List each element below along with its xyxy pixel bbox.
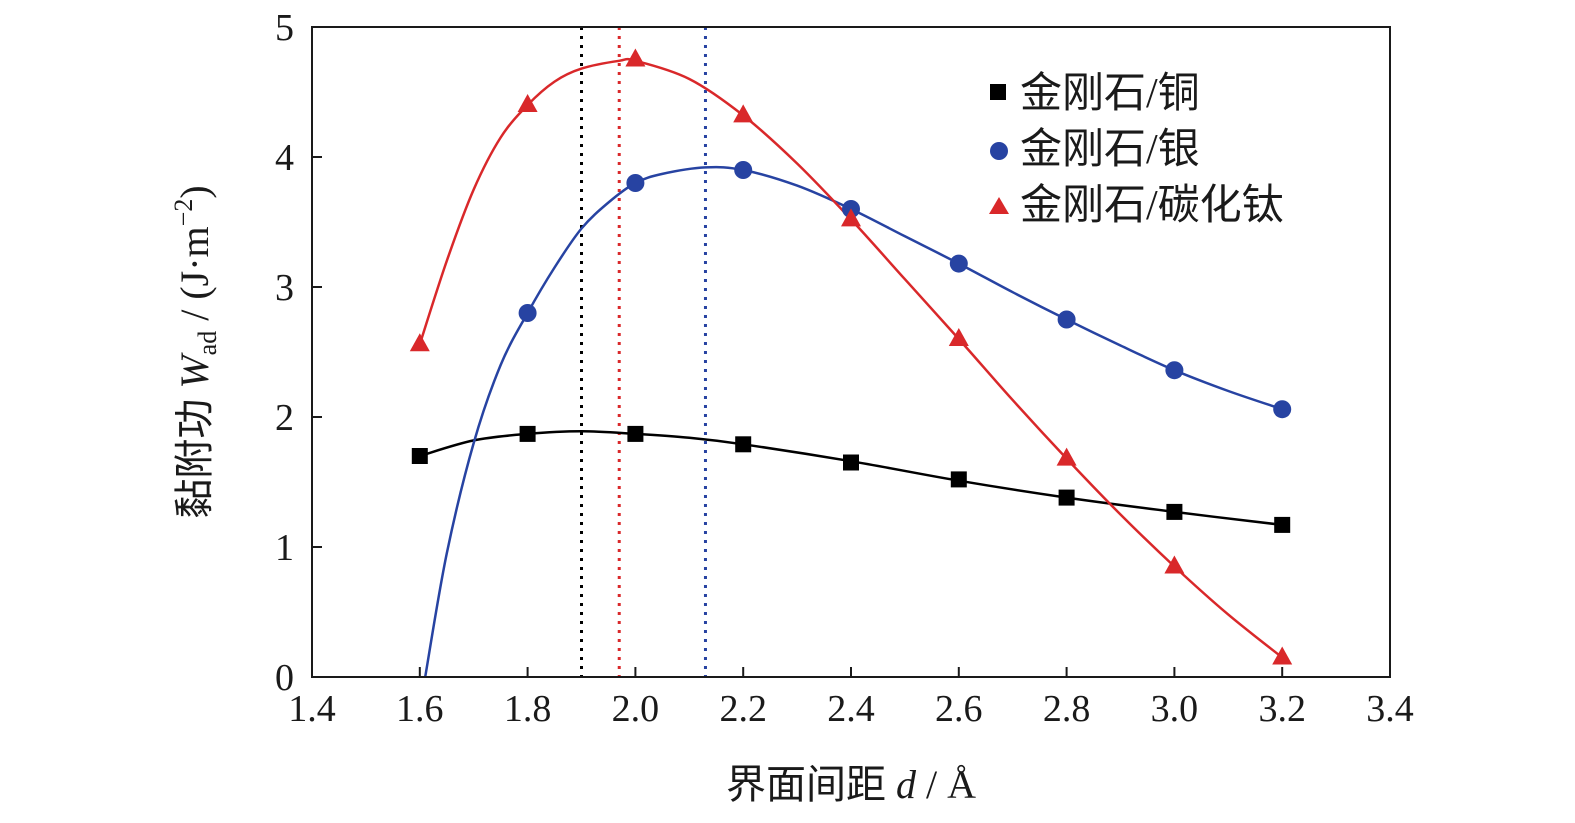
data-point-titanium-carbide (1164, 555, 1185, 574)
x-axis-label: 界面间距 d / Å (726, 762, 976, 807)
legend-triangle-marker (989, 197, 1009, 214)
data-point-titanium-carbide (1056, 447, 1077, 466)
data-point-copper (1058, 489, 1075, 506)
legend-circle-marker (990, 142, 1008, 160)
x-tick-label: 3.4 (1366, 688, 1414, 730)
legend-item-titanium-carbide: 金刚石/碳化钛 (989, 182, 1284, 229)
y-axis-ticks: 0 1 2 3 4 5 (275, 7, 322, 699)
legend-label-titanium-carbide: 金刚石/碳化钛 (1020, 182, 1284, 229)
x-tick-label: 2.6 (935, 688, 983, 730)
x-tick-label: 2.4 (827, 688, 875, 730)
data-point-copper (1166, 503, 1183, 520)
x-tick-label: 1.8 (504, 688, 552, 730)
data-point-copper (843, 454, 859, 471)
data-point-copper (735, 436, 752, 453)
x-tick-label: 2.8 (1043, 688, 1091, 730)
legend-item-silver: 金刚石/银 (990, 126, 1200, 173)
peak-lines (580, 27, 707, 677)
data-point-copper (1274, 516, 1291, 533)
y-tick-label: 5 (275, 7, 294, 49)
data-point-titanium-carbide (409, 333, 430, 352)
y-tick-label: 3 (275, 267, 294, 309)
legend: 金刚石/铜 金刚石/银 金刚石/碳化钛 (989, 70, 1284, 229)
data-point-copper (627, 425, 644, 442)
data-point-titanium-carbide (517, 94, 538, 112)
legend-label-copper: 金刚石/铜 (1020, 70, 1200, 117)
series-line-titanium-carbide (418, 57, 1283, 659)
x-tick-label: 3.0 (1151, 688, 1199, 730)
data-point-silver (949, 254, 968, 273)
x-tick-label: 3.2 (1258, 688, 1306, 730)
data-point-silver (1165, 361, 1184, 380)
data-point-titanium-carbide (841, 208, 861, 227)
data-point-titanium-carbide (1272, 646, 1293, 665)
legend-square-marker (990, 84, 1006, 100)
y-axis-label: 黏附功 Wad / (J·m−2) (169, 185, 222, 518)
x-tick-label: 1.4 (288, 688, 336, 730)
y-tick-label: 1 (275, 527, 294, 569)
data-point-silver (518, 304, 537, 322)
data-markers (409, 48, 1293, 665)
x-tick-label: 2.2 (719, 688, 767, 730)
legend-label-silver: 金刚石/银 (1020, 126, 1200, 173)
data-point-silver (1057, 310, 1076, 329)
series-line-copper (419, 430, 1283, 527)
data-point-silver (626, 174, 645, 192)
data-point-silver (1273, 400, 1292, 419)
data-point-copper (950, 471, 967, 488)
data-point-titanium-carbide (733, 104, 754, 123)
x-tick-label: 1.6 (396, 688, 444, 730)
legend-item-copper: 金刚石/铜 (990, 70, 1200, 117)
data-point-copper (411, 448, 428, 464)
y-tick-label: 4 (275, 137, 294, 179)
y-tick-label: 0 (275, 657, 294, 699)
data-point-copper (519, 425, 536, 442)
x-tick-label: 2.0 (612, 688, 660, 730)
plot-frame (311, 26, 1391, 678)
data-point-silver (734, 161, 753, 179)
data-point-titanium-carbide (948, 328, 969, 346)
y-tick-label: 2 (275, 397, 294, 439)
x-axis-ticks: 1.4 1.6 1.8 2.0 2.2 2.4 2.6 2.8 3.0 3.2 3.4 (288, 667, 1414, 730)
data-point-titanium-carbide (625, 48, 646, 67)
series-line-silver (423, 165, 1283, 677)
